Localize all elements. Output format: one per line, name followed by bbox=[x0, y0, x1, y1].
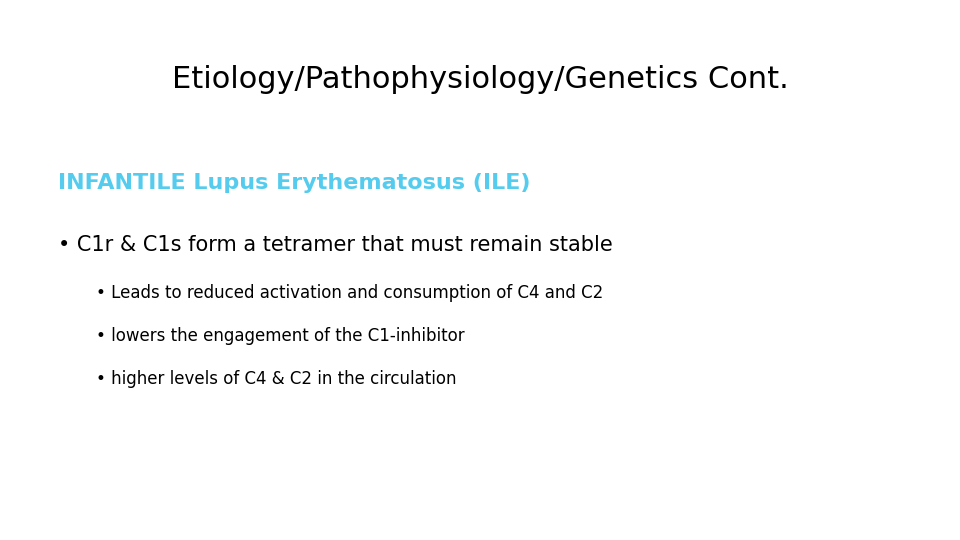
Text: INFANTILE Lupus Erythematosus (ILE): INFANTILE Lupus Erythematosus (ILE) bbox=[58, 173, 530, 193]
Text: • Leads to reduced activation and consumption of C4 and C2: • Leads to reduced activation and consum… bbox=[96, 284, 603, 301]
Text: Etiology/Pathophysiology/Genetics Cont.: Etiology/Pathophysiology/Genetics Cont. bbox=[172, 65, 788, 94]
Text: • lowers the engagement of the C1-inhibitor: • lowers the engagement of the C1-inhibi… bbox=[96, 327, 465, 345]
Text: • C1r & C1s form a tetramer that must remain stable: • C1r & C1s form a tetramer that must re… bbox=[58, 235, 612, 255]
Text: • higher levels of C4 & C2 in the circulation: • higher levels of C4 & C2 in the circul… bbox=[96, 370, 457, 388]
